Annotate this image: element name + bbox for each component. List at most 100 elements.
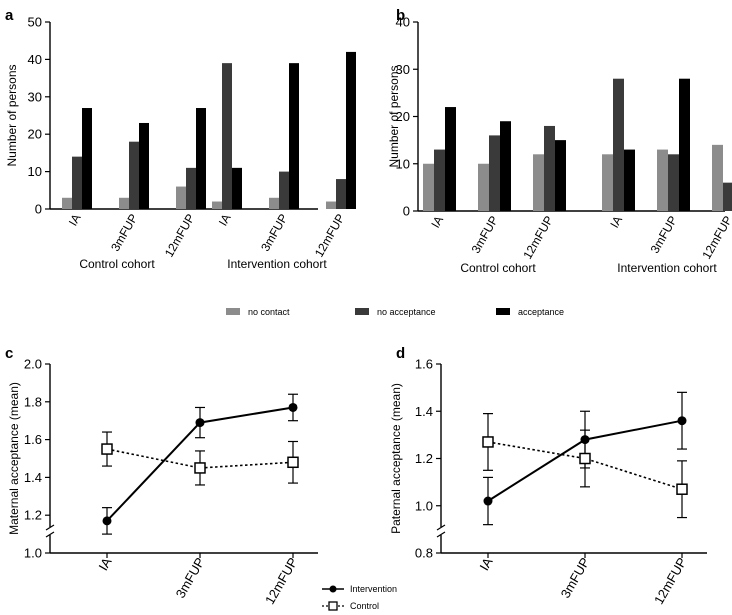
bar-no-contact	[423, 163, 434, 211]
x-category-label: 12mFUP	[312, 212, 348, 260]
y-tick-label: 1.4	[415, 404, 433, 419]
axis-break-mark	[436, 531, 446, 538]
bar-no-acceptance	[279, 171, 289, 209]
panel-label: b	[396, 7, 405, 24]
y-tick-label: 1.2	[24, 508, 42, 523]
bar-no-contact	[712, 144, 723, 211]
data-point-intervention	[677, 416, 687, 426]
y-tick-label: 2.0	[24, 357, 42, 372]
y-tick-label: 10	[28, 164, 42, 179]
y-axis-label: Paternal acceptance (mean)	[389, 383, 403, 534]
panel-label: d	[396, 345, 405, 362]
panel-a-bar-chart: a 0 10 20 30 40 50 Number of persons IA 3mFUP 12mF…	[5, 7, 356, 271]
data-point-control	[287, 456, 299, 469]
bar-no-acceptance	[72, 156, 82, 209]
bar-acceptance	[624, 149, 635, 211]
x-category-label: IA	[66, 212, 84, 229]
bar-no-acceptance	[222, 63, 232, 209]
y-tick-label: 1.4	[24, 470, 42, 485]
x-category-label: 3mFUP	[469, 214, 501, 256]
y-tick-label: 40	[396, 15, 410, 30]
y-tick-label: 1.6	[415, 357, 433, 372]
y-tick-label: 1.0	[415, 498, 433, 513]
x-category-label: 3mFUP	[258, 212, 290, 254]
legend-marker	[328, 601, 338, 611]
data-point-intervention	[102, 516, 112, 526]
panel-label: a	[5, 7, 14, 24]
y-tick-label: 40	[28, 52, 42, 67]
data-point-intervention	[288, 402, 298, 412]
panel-d-line-chart: d 0.8 1.0 1.2 1.4 1.6 Paternal acceptance (mea…	[389, 345, 707, 607]
legend-swatch	[496, 308, 510, 315]
bar-acceptance	[196, 108, 206, 209]
x-tick-label: 3mFUP	[558, 555, 593, 601]
legend-label: Intervention	[350, 584, 397, 594]
bar-no-contact	[119, 197, 129, 209]
x-tick-label: IA	[476, 555, 495, 573]
y-tick-label: 1.6	[24, 432, 42, 447]
y-tick-label: 30	[396, 62, 410, 77]
x-category-label: 12mFUP	[520, 214, 556, 262]
group-label: Intervention cohort	[617, 261, 717, 275]
group-label: Control cohort	[460, 261, 536, 275]
y-tick-label: 1.8	[24, 394, 42, 409]
bar-no-contact	[478, 163, 489, 211]
x-tick-label: 12mFUP	[651, 555, 690, 607]
y-tick-label: 0.8	[415, 546, 433, 561]
x-tick-label: IA	[95, 555, 114, 573]
legend-swatch	[226, 308, 240, 315]
x-category-label: IA	[607, 214, 625, 231]
bar-no-acceptance	[544, 125, 555, 211]
series-line-control	[487, 441, 683, 490]
bar-no-contact	[212, 201, 222, 209]
data-point-control	[194, 462, 206, 474]
bar-acceptance	[445, 107, 456, 211]
bar-acceptance	[289, 63, 299, 209]
x-category-label: IA	[428, 214, 446, 231]
bar-no-acceptance	[489, 135, 500, 211]
data-point-control	[579, 452, 591, 465]
legend-label: Control	[350, 601, 379, 611]
bar-acceptance	[346, 51, 356, 209]
x-category-label: 3mFUP	[108, 212, 140, 254]
data-point-control	[101, 443, 113, 455]
legend-label: no contact	[248, 307, 290, 317]
bar-no-contact	[602, 154, 613, 211]
y-tick-label: 20	[396, 109, 410, 124]
bar-no-contact	[326, 201, 336, 209]
bar-no-acceptance	[434, 149, 445, 211]
axis-break-mark	[436, 524, 446, 531]
x-category-label: 12mFUP	[699, 214, 732, 262]
x-tick-label: 12mFUP	[262, 555, 301, 607]
legend-label: no acceptance	[377, 307, 436, 317]
bar-no-acceptance	[336, 179, 346, 209]
bar-acceptance	[500, 121, 511, 211]
x-category-label: 3mFUP	[648, 214, 680, 256]
y-tick-label: 1.0	[24, 546, 42, 561]
data-point-intervention	[483, 496, 493, 506]
bar-no-acceptance	[186, 167, 196, 209]
y-axis-label: Number of persons	[387, 65, 401, 167]
bar-no-contact	[533, 154, 544, 211]
x-tick-label: 3mFUP	[173, 555, 208, 601]
y-tick-label: 10	[396, 156, 410, 171]
bar-acceptance	[139, 122, 149, 209]
y-tick-label: 50	[28, 15, 42, 30]
line-legend: Intervention Control	[322, 584, 397, 611]
group-label: Control cohort	[79, 257, 155, 271]
panel-label: c	[5, 345, 13, 362]
bar-no-acceptance	[613, 78, 624, 211]
legend-label: acceptance	[518, 307, 564, 317]
bar-no-contact	[269, 197, 279, 209]
y-tick-label: 30	[28, 89, 42, 104]
bar-no-acceptance	[723, 182, 732, 211]
legend-marker	[329, 585, 337, 593]
panel-b-bar-chart: b 0 10 20 30 40 Number of persons IA 3mFUP 12mFUP…	[387, 7, 732, 275]
axis-break-mark	[45, 524, 55, 531]
axis-break-mark	[45, 531, 55, 538]
y-tick-label: 0	[35, 202, 42, 217]
bar-acceptance	[82, 108, 92, 209]
y-tick-label: 1.2	[415, 451, 433, 466]
